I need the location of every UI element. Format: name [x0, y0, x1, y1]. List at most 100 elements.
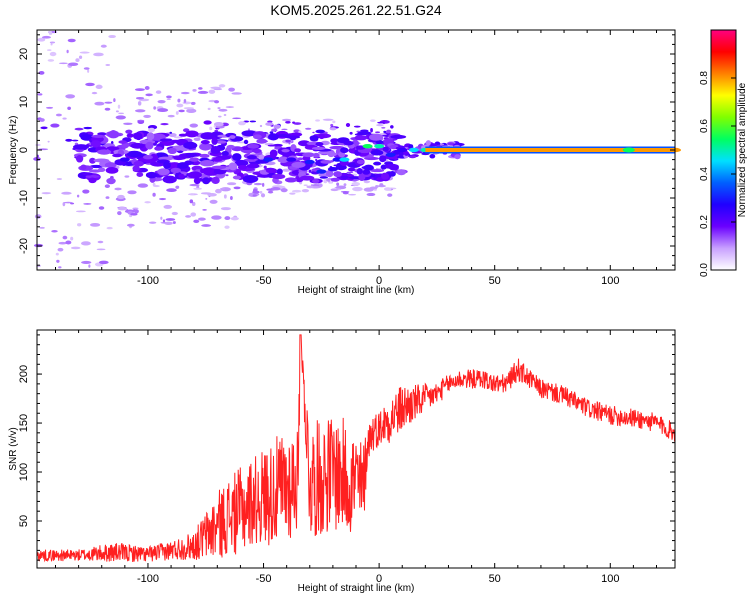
heatmap-blob [145, 171, 158, 179]
heatmap-blob [49, 51, 57, 57]
heatmap-blob [208, 89, 216, 94]
heatmap-blob [38, 70, 45, 75]
heatmap-blob [362, 169, 371, 175]
heatmap-blob [330, 188, 339, 192]
heatmap-blob [85, 82, 95, 87]
heatmap-blob [356, 159, 365, 165]
heatmap-blob [348, 193, 357, 196]
heatmap-blob [47, 49, 52, 51]
heatmap-blob [267, 144, 276, 147]
heatmap-blob [178, 133, 188, 137]
heatmap-blob [93, 158, 110, 163]
heatmap-blob [281, 128, 288, 131]
snr-line-marks [36, 334, 676, 563]
heatmap-blob [144, 201, 151, 204]
heatmap-ridge-point [385, 152, 396, 157]
heatmap-blob [299, 175, 315, 181]
heatmap-blob [166, 98, 171, 100]
snr-series-line [36, 334, 676, 563]
heatmap-blob [144, 86, 150, 90]
heatmap-blob [396, 169, 407, 176]
heatmap-blob [363, 187, 374, 192]
heatmap-blob [318, 173, 329, 177]
heatmap-blob [160, 123, 169, 126]
heatmap-blob [163, 204, 173, 209]
heatmap-blob [77, 223, 82, 227]
heatmap-blob [126, 150, 143, 158]
heatmap-blob [48, 31, 53, 35]
colorbar-tick-label: 0.0 [699, 263, 710, 277]
heatmap-marks [33, 30, 681, 269]
heatmap-blob [163, 161, 171, 170]
heatmap-blob [256, 138, 268, 144]
heatmap-blob [234, 159, 249, 167]
heatmap-blob [88, 177, 97, 184]
heatmap-blob [146, 132, 155, 141]
heatmap-blob [383, 130, 387, 133]
heatmap-blob [178, 173, 185, 179]
heatmap-blob [369, 119, 376, 122]
heatmap-blob [83, 126, 92, 130]
heatmap-ridge-point [327, 167, 338, 172]
heatmap-blob [284, 135, 301, 139]
heatmap-blob [66, 49, 69, 54]
heatmap-blob [356, 168, 363, 175]
heatmap-blob [185, 215, 192, 218]
colorbar [710, 29, 737, 271]
heatmap-blob [45, 106, 54, 109]
heatmap-ridge-point [362, 143, 373, 149]
heatmap-blob [98, 260, 109, 265]
heatmap-blob [393, 150, 401, 155]
heatmap-blob [232, 153, 242, 161]
heatmap-blob [57, 247, 64, 252]
heatmap-blob [160, 216, 163, 220]
heatmap-blob [336, 182, 340, 186]
heatmap-blob [68, 62, 79, 66]
heatmap-blob [182, 128, 190, 133]
heatmap-blob [375, 131, 381, 134]
colorbar-tick-label: 0.6 [699, 119, 710, 133]
heatmap-blob [370, 128, 373, 133]
heatmap-blob [190, 101, 196, 105]
heatmap-blob [137, 183, 149, 188]
heatmap-blob [207, 107, 211, 111]
heatmap-blob [379, 155, 387, 163]
heatmap-blob [217, 107, 221, 109]
heatmap-blob [185, 130, 199, 138]
heatmap-blob [49, 41, 56, 44]
heatmap-blob [104, 107, 111, 111]
heatmap-blob [76, 194, 80, 198]
heatmap-blob [63, 201, 73, 204]
heatmap-blob [123, 122, 133, 125]
heatmap-ridge-point [374, 143, 385, 149]
heatmap-blob [379, 183, 384, 187]
heatmap-x-axis-label: Height of straight line (km) [298, 285, 415, 296]
heatmap-blob [211, 137, 218, 145]
heatmap-blob [218, 84, 226, 88]
heatmap-blob [90, 140, 101, 148]
heatmap-blob [178, 109, 185, 113]
heatmap-blob [270, 186, 281, 191]
heatmap-blob [55, 252, 59, 256]
heatmap-blob [273, 124, 281, 129]
heatmap-blob [192, 89, 197, 92]
heatmap-blob [106, 177, 116, 185]
heatmap-blob [132, 165, 140, 172]
heatmap-blob [211, 176, 220, 185]
x-tick-label: 100 [601, 573, 619, 585]
heatmap-blob [203, 120, 212, 125]
heatmap-y-axis-label: Frequency (Hz) [8, 116, 19, 185]
heatmap-blob [349, 131, 353, 135]
heatmap-blob [130, 142, 145, 149]
heatmap-blob [34, 214, 42, 219]
heatmap-blob [166, 95, 172, 99]
heatmap-blob [98, 206, 105, 210]
heatmap-blob [228, 162, 238, 171]
heatmap-blob [67, 106, 71, 110]
heatmap-blob [51, 230, 58, 233]
heatmap-blob [353, 125, 361, 128]
heatmap-blob [124, 175, 130, 178]
heatmap-blob [315, 129, 326, 134]
heatmap-blob [381, 172, 390, 180]
heatmap-blob [282, 118, 292, 122]
